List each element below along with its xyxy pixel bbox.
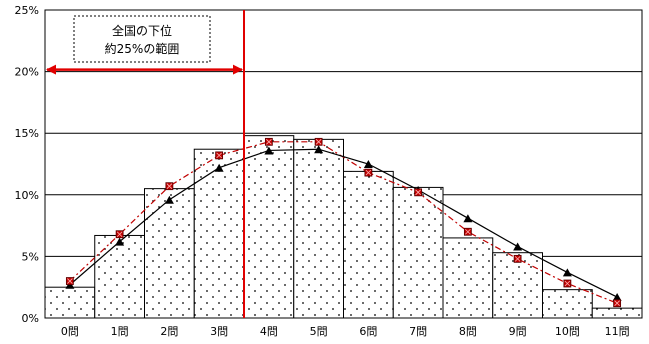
triangle-marker [513,242,523,251]
x-tick-label: 1問 [111,325,129,338]
triangle-marker [214,163,224,172]
bar-series [44,135,643,319]
y-tick-label: 25% [15,4,39,17]
bar [343,170,394,319]
bar [44,286,96,319]
y-tick-label: 5% [22,250,39,263]
x-tick-label: 0問 [61,325,79,338]
bar [144,188,195,319]
triangle-marker [612,293,622,302]
bar [193,148,245,319]
bar [293,138,344,319]
triangle-marker [264,146,274,155]
square-marker-cross [116,231,123,238]
triangle-marker [314,145,324,154]
x-tick-label: 4問 [260,325,278,338]
y-tick-label: 10% [15,189,39,202]
axes [44,9,643,319]
x-tick-label: 11問 [605,325,630,338]
triangle-marker [363,160,373,168]
triangle-marker [115,237,125,246]
x-tick-label: 10問 [555,325,580,338]
square-marker-cross [315,139,322,145]
square-marker-cross [216,152,222,159]
triangle-marker [164,195,174,204]
tick-labels: 0% 5% 10% 15% 20% 25% 0問 1問 2問 3問 4問 5問 6問 7問 8問 9問 10問 1… [15,4,630,338]
y-tick-label: 20% [15,66,39,79]
x-tick-label: 7問 [409,325,427,338]
line-series [65,137,622,308]
plot-frame [44,9,643,319]
square-marker-cross [266,139,272,145]
bar [392,186,444,319]
square-marker-cross [465,228,471,235]
x-tick-label: 8問 [459,325,477,338]
bar [442,237,494,319]
square-marker-cross [67,278,73,284]
bar [542,289,593,319]
triangle-marker [463,214,473,223]
bar [94,234,145,319]
x-tick-label: 5問 [310,325,328,338]
x-tick-label: 3問 [210,325,228,338]
annotation-line-2: 約25%の範囲 [105,41,180,56]
x-tick-label: 6問 [359,325,377,338]
y-tick-label: 15% [15,127,39,140]
x-tick-label: 9問 [509,325,527,338]
square-marker-cross [614,300,620,306]
annotation-box [73,15,211,63]
x-tick-label: 2問 [160,325,178,338]
square-marker-cross [415,189,421,196]
bar [243,135,295,319]
square-marker-cross [514,256,521,262]
square-marker-cross [166,183,173,189]
black-line [69,148,618,298]
triangle-marker [562,268,572,277]
square-marker-cross [564,280,571,287]
square-marker-cross [365,169,372,176]
y-tick-label: 0% [22,312,39,325]
bar [591,307,643,319]
annotation-line-1: 全国の下位 [112,23,172,38]
